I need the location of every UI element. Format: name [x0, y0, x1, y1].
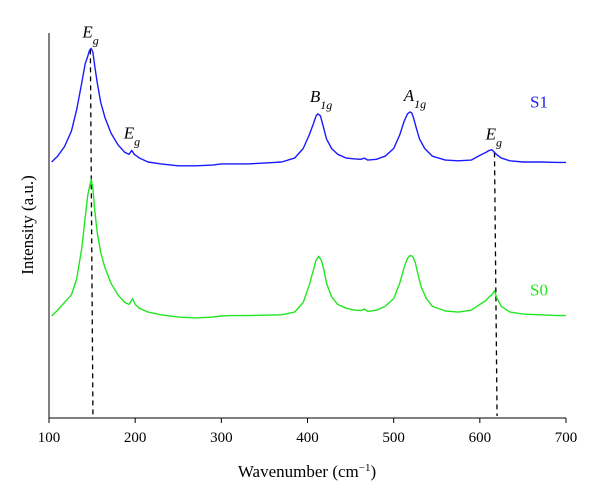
plot-area [48, 33, 566, 419]
x-axis-label: Wavenumber (cm−1) [238, 462, 376, 481]
x-tick-label: 600 [469, 430, 492, 446]
peak-annotation: Eg [485, 124, 502, 149]
x-tick-label: 200 [124, 430, 147, 446]
peak-annotation-base: E [485, 124, 497, 143]
peak-annotation-sub: 1g [320, 98, 332, 112]
peak-annotation: Eg [123, 123, 140, 148]
x-ticks: 100 200 300 400 500 600 700 [38, 418, 578, 446]
peak-annotation: Eg [81, 22, 98, 47]
series-labels: S1 S0 [530, 92, 548, 299]
dashed-marker-line [89, 49, 94, 417]
peak-annotation-sub: g [134, 134, 140, 148]
peak-annotation-sub: 1g [414, 97, 426, 111]
x-tick-label: 500 [382, 430, 405, 446]
dashed-markers [89, 49, 498, 417]
series-label-s0: S0 [530, 281, 548, 300]
peak-annotation: A1g [403, 86, 426, 111]
series-layer [51, 47, 566, 319]
peak-annotation-sub: g [496, 135, 502, 149]
peak-annotation-base: A [403, 86, 415, 105]
x-tick-label: 700 [555, 430, 578, 446]
series-line-s0 [51, 178, 566, 319]
x-tick-label: 400 [296, 430, 319, 446]
x-axis-label-close: ) [370, 462, 376, 481]
series-label-s1: S1 [530, 92, 548, 111]
series-line-s1 [51, 47, 566, 167]
peak-annotation-sub: g [93, 33, 99, 47]
y-axis-label: Intensity (a.u.) [18, 175, 37, 275]
x-tick-label: 100 [38, 430, 61, 446]
peak-annotation-base: E [123, 123, 135, 142]
dashed-marker-line [493, 152, 498, 417]
peak-annotation-base: B [310, 87, 321, 106]
x-tick-label: 300 [210, 430, 233, 446]
peak-annotation: B1g [310, 87, 332, 112]
peak-annotation-base: E [81, 22, 93, 41]
x-axis-label-main: Wavenumber (cm [238, 462, 359, 481]
x-axis-label-unit-exponent: −1 [359, 462, 371, 474]
